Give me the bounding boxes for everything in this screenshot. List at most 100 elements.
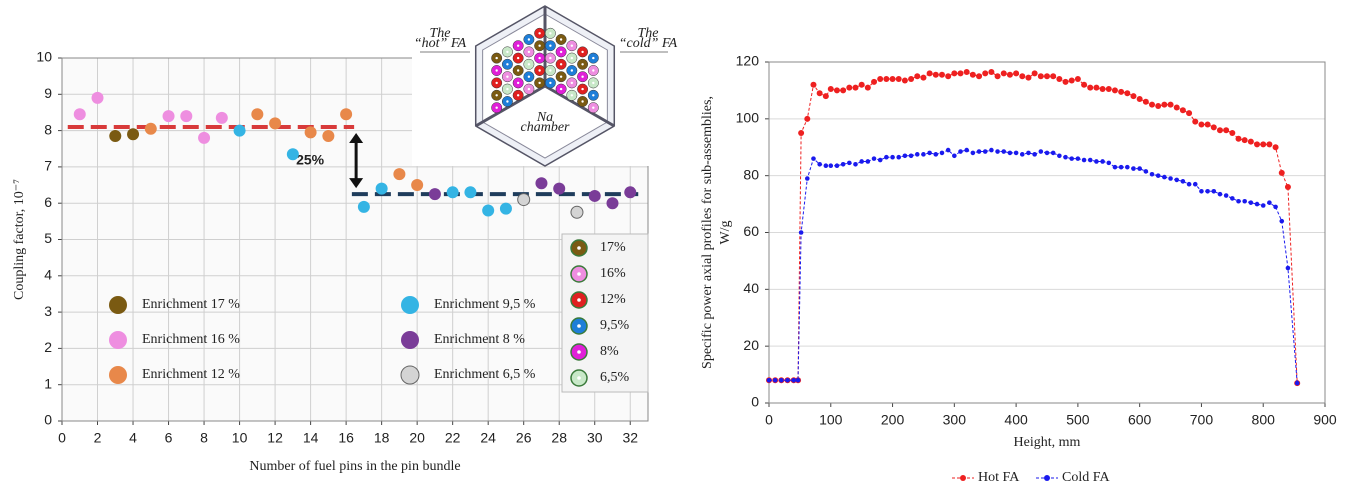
data-point (1142, 98, 1149, 105)
data-point (920, 74, 927, 81)
chamber-label: Na (536, 110, 553, 125)
data-point (795, 377, 801, 383)
plot-frame (768, 61, 1326, 404)
fuel-pin-core (592, 69, 595, 72)
y-tick-label: 7 (44, 158, 52, 174)
fuel-pin-core (549, 56, 552, 60)
data-point (865, 159, 871, 164)
data-point (1210, 124, 1217, 131)
x-tick-label: 900 (1313, 412, 1337, 428)
y-tick-label: 80 (743, 166, 759, 182)
legend-label: Enrichment 17 % (142, 297, 240, 312)
data-point (1162, 174, 1167, 180)
data-point (772, 377, 778, 383)
data-point (833, 87, 840, 94)
legend-marker (400, 365, 420, 385)
data-point (1013, 70, 1020, 77)
x-tick-label: 20 (409, 430, 425, 446)
data-point (895, 76, 902, 83)
data-point (1019, 73, 1026, 80)
data-point (963, 68, 970, 75)
data-point (1050, 150, 1056, 156)
data-point (1149, 101, 1156, 108)
data-point (535, 177, 548, 190)
x-tick-label: 32 (622, 430, 638, 446)
fuel-pin-core (549, 32, 552, 35)
data-point (804, 115, 811, 122)
fuel-pin-core (592, 106, 595, 109)
legend-label: Enrichment 16 % (142, 332, 240, 347)
fuel-pin-core (516, 81, 520, 85)
data-point (1074, 76, 1081, 83)
x-tick-label: 300 (943, 412, 967, 428)
chamber-label: chamber (521, 120, 571, 135)
data-point (1186, 110, 1193, 117)
y-tick-label: 60 (743, 223, 759, 239)
data-point (91, 91, 104, 104)
data-point (1254, 201, 1260, 207)
data-point (570, 205, 584, 219)
x-tick-label: 800 (1252, 412, 1276, 428)
x-tick-label: 2 (94, 430, 102, 446)
data-point (858, 81, 865, 88)
data-point (1236, 198, 1241, 204)
data-point (1155, 103, 1162, 110)
legend-label: Enrichment 12 % (142, 367, 240, 382)
data-point (1099, 85, 1106, 92)
fuel-pin-core (570, 94, 574, 97)
fuel-pin-core (527, 50, 531, 54)
y-tick-label: 8 (44, 121, 52, 137)
data-point (827, 85, 834, 92)
data-point (945, 147, 951, 153)
x-tick-label: 700 (1190, 412, 1214, 428)
data-point (1223, 193, 1229, 198)
data-point (1131, 166, 1136, 171)
fuel-pin-core (570, 56, 574, 60)
x-tick-label: 24 (480, 430, 496, 446)
legend-marker (109, 331, 127, 349)
data-point (823, 163, 829, 169)
x-tick-label: 30 (587, 430, 603, 446)
x-tick-label: 28 (551, 430, 567, 446)
data-point (908, 76, 915, 83)
data-point (1294, 380, 1300, 386)
pin-legend-label: 17% (600, 240, 626, 255)
data-point (1124, 90, 1131, 97)
pin-icon-core (577, 376, 581, 380)
data-point (1192, 118, 1199, 125)
data-point (1106, 160, 1112, 166)
fuel-pin-core (559, 38, 563, 41)
arrow-head (349, 132, 364, 143)
data-point (969, 71, 976, 78)
data-point (1032, 152, 1037, 157)
cold-fa-label: “cold” FA (619, 36, 678, 51)
data-point (927, 150, 932, 156)
y-tick-label: 1 (44, 375, 52, 391)
fuel-pin-core (592, 81, 595, 85)
data-point (1204, 121, 1211, 128)
data-point (517, 193, 531, 207)
data-point (1272, 144, 1279, 151)
data-point (933, 152, 939, 157)
data-point (446, 186, 459, 199)
data-point (1278, 169, 1285, 176)
legend-marker (401, 296, 419, 314)
x-tick-label: 14 (303, 430, 319, 446)
data-point (1094, 159, 1099, 164)
fuel-pin-core (570, 44, 574, 47)
y-tick-label: 0 (751, 394, 759, 410)
data-point (1285, 265, 1291, 271)
fuel-pin-core (516, 94, 520, 97)
y-axis-label: Specific power axial profiles for sub-as… (700, 96, 715, 369)
data-point (1019, 152, 1025, 157)
y-tick-label: 2 (44, 339, 52, 355)
data-point (859, 159, 864, 164)
data-point (805, 176, 810, 181)
x-tick-label: 8 (200, 430, 208, 446)
data-point (1137, 166, 1142, 171)
data-point (901, 77, 908, 84)
data-point (340, 108, 353, 121)
data-point (877, 76, 884, 83)
data-point (896, 154, 902, 160)
